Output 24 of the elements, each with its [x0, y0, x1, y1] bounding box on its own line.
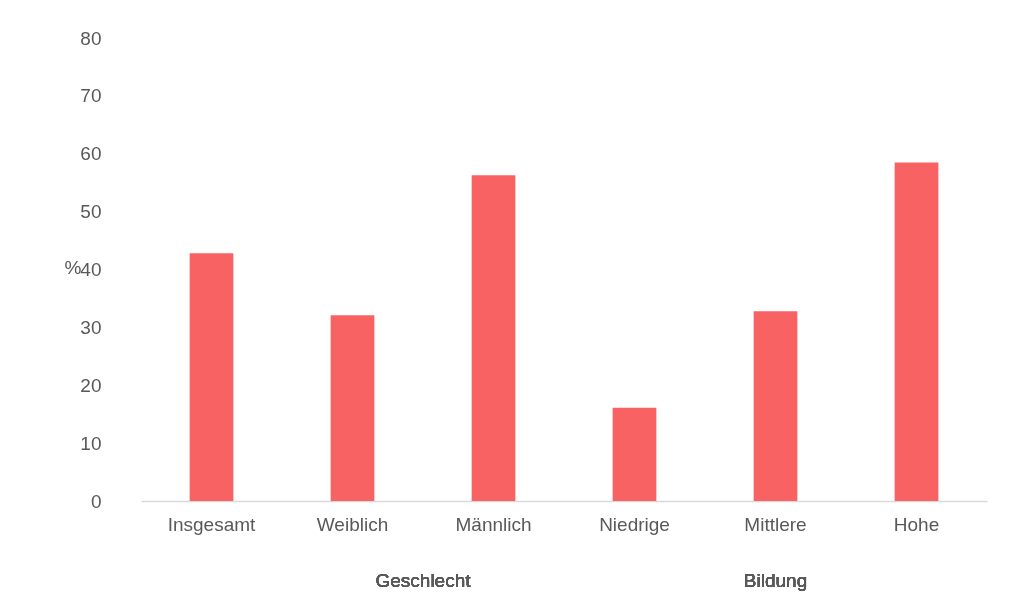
- text: Geschlecht: [375, 570, 472, 591]
- y-axis-title: %: [64, 257, 82, 278]
- bar: [471, 175, 516, 501]
- x-tick-label: Insgesamt: [167, 513, 257, 535]
- y-tick-label: 50: [80, 201, 102, 223]
- x-tick-label: Männlich: [455, 513, 532, 535]
- bar: [894, 162, 939, 501]
- bar: [753, 311, 798, 501]
- y-tick-label: 60: [80, 143, 102, 165]
- bar: [612, 407, 657, 501]
- x-tick-label: Niedrige: [599, 513, 670, 535]
- y-tick-label: 20: [80, 374, 102, 396]
- bar: [189, 253, 234, 501]
- x-tick-label: Hohe: [893, 513, 940, 535]
- text: Bildung: [743, 570, 808, 591]
- y-tick-label: 40: [80, 259, 102, 280]
- y-tick-label: 70: [80, 85, 102, 107]
- bar: [330, 315, 375, 501]
- y-tick-label: 80: [80, 27, 102, 49]
- y-tick-label: 10: [80, 432, 102, 454]
- y-tick-label: 30: [80, 316, 102, 338]
- x-tick-label: Mittlere: [744, 513, 807, 535]
- x-tick-label: Weiblich: [316, 513, 389, 535]
- y-tick-label: 0: [90, 490, 102, 512]
